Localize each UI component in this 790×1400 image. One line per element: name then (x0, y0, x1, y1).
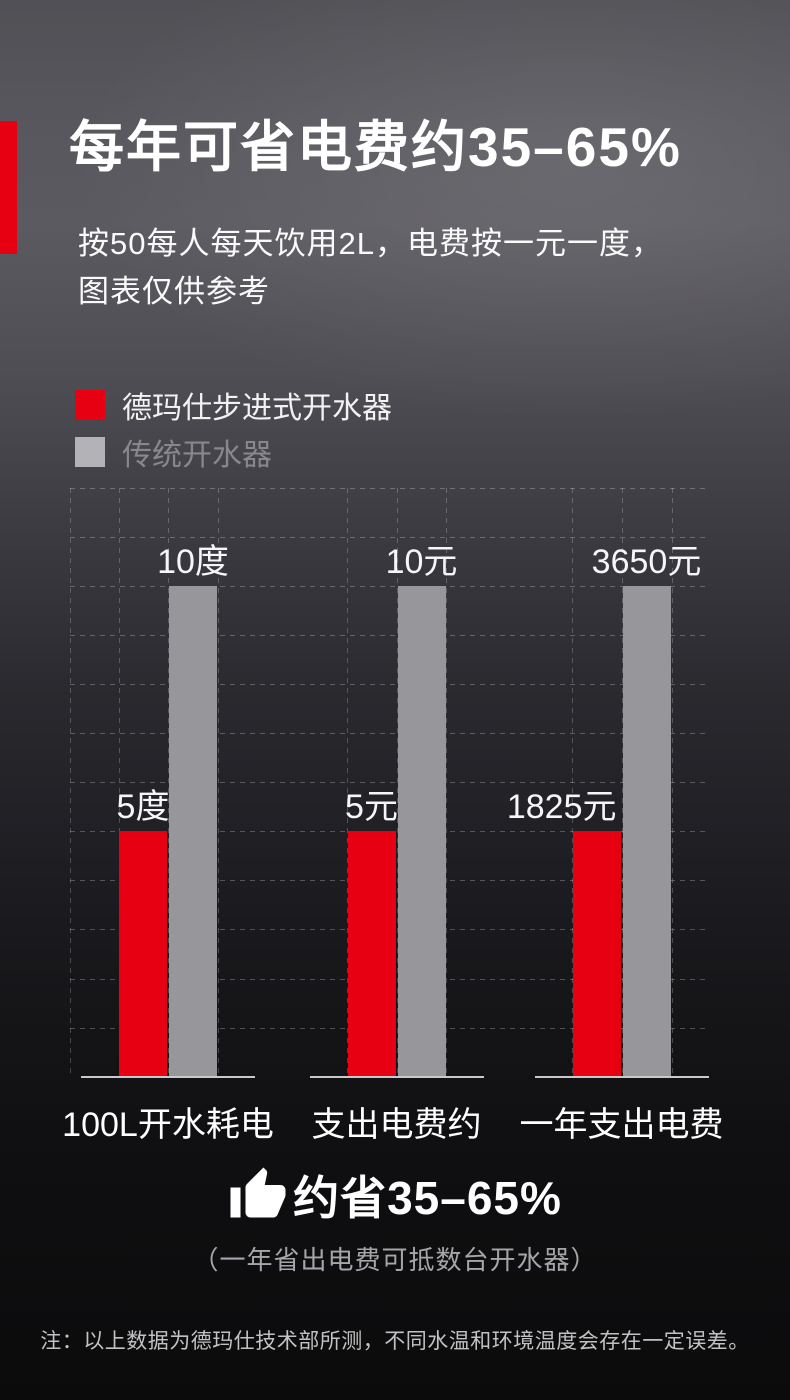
thumbs-up-icon (230, 1167, 286, 1218)
legend-item-traditional: 传统开水器 (75, 437, 392, 472)
value-label-gray: 10元 (385, 543, 458, 581)
grid-line-vertical (396, 488, 398, 1076)
chart-legend: 德玛仕步进式开水器 传统开水器 (75, 390, 392, 484)
axis-baseline (81, 1076, 255, 1078)
savings-headline: 约省35–65% (293, 1172, 562, 1224)
grid-line-horizontal (70, 635, 706, 637)
legend-item-demashi: 德玛仕步进式开水器 (75, 390, 392, 425)
grid-line-vertical (346, 488, 348, 1076)
footnote: 注：以上数据为德玛仕技术部所测，不同水温和环境温度会存在一定误差。 (40, 1330, 750, 1353)
grid-line-vertical (70, 488, 71, 1076)
category-label: 支出电费约 (311, 1106, 482, 1144)
axis-baseline (534, 1076, 709, 1078)
grid-line-horizontal (70, 537, 706, 539)
grid-line-vertical (621, 488, 623, 1076)
legend-swatch-red (75, 390, 105, 420)
grid-line-horizontal (70, 586, 706, 588)
axis-baseline (309, 1076, 484, 1078)
grid-line-horizontal (70, 488, 706, 489)
bar-red-series (347, 831, 396, 1076)
page-subtitle: 按50每人每天饮用2L，电费按一元一度， 图表仅供参考 (78, 220, 663, 316)
value-label-gray: 3650元 (591, 543, 702, 581)
value-label-red: 1825元 (506, 788, 617, 826)
grid-line-horizontal (70, 684, 706, 686)
grid-line-vertical (217, 488, 219, 1076)
legend-label: 德玛仕步进式开水器 (122, 392, 392, 425)
category-label: 一年支出电费 (519, 1106, 724, 1144)
legend-swatch-gray (75, 437, 105, 467)
savings-summary: 约省35–65% (0, 1162, 790, 1228)
bar-red-series (119, 831, 167, 1076)
value-label-gray: 10度 (157, 543, 229, 581)
grid-line-vertical (571, 488, 573, 1076)
grid-line-vertical (671, 488, 673, 1076)
value-label-red: 5元 (345, 788, 398, 826)
grid-line-horizontal (70, 733, 706, 735)
grid-line-vertical (445, 488, 447, 1076)
subtitle-line-2: 图表仅供参考 (78, 274, 270, 309)
title-accent-bar (0, 121, 17, 254)
value-label-red: 5度 (116, 788, 170, 826)
bar-gray-series (397, 586, 446, 1076)
bar-red-series (572, 831, 621, 1076)
bar-gray-series (622, 586, 671, 1076)
grid-line-vertical (168, 488, 169, 1076)
grid-line-vertical (118, 488, 120, 1076)
grid-line-horizontal (70, 782, 706, 784)
bar-gray-series (169, 586, 217, 1076)
savings-subline: （一年省出电费可抵数台开水器） (192, 1245, 598, 1275)
page-title: 每年可省电费约35–65% (69, 116, 682, 178)
category-label: 100L开水耗电 (62, 1106, 274, 1144)
subtitle-line-1: 按50每人每天饮用2L，电费按一元一度， (78, 226, 663, 261)
legend-label: 传统开水器 (122, 439, 272, 472)
